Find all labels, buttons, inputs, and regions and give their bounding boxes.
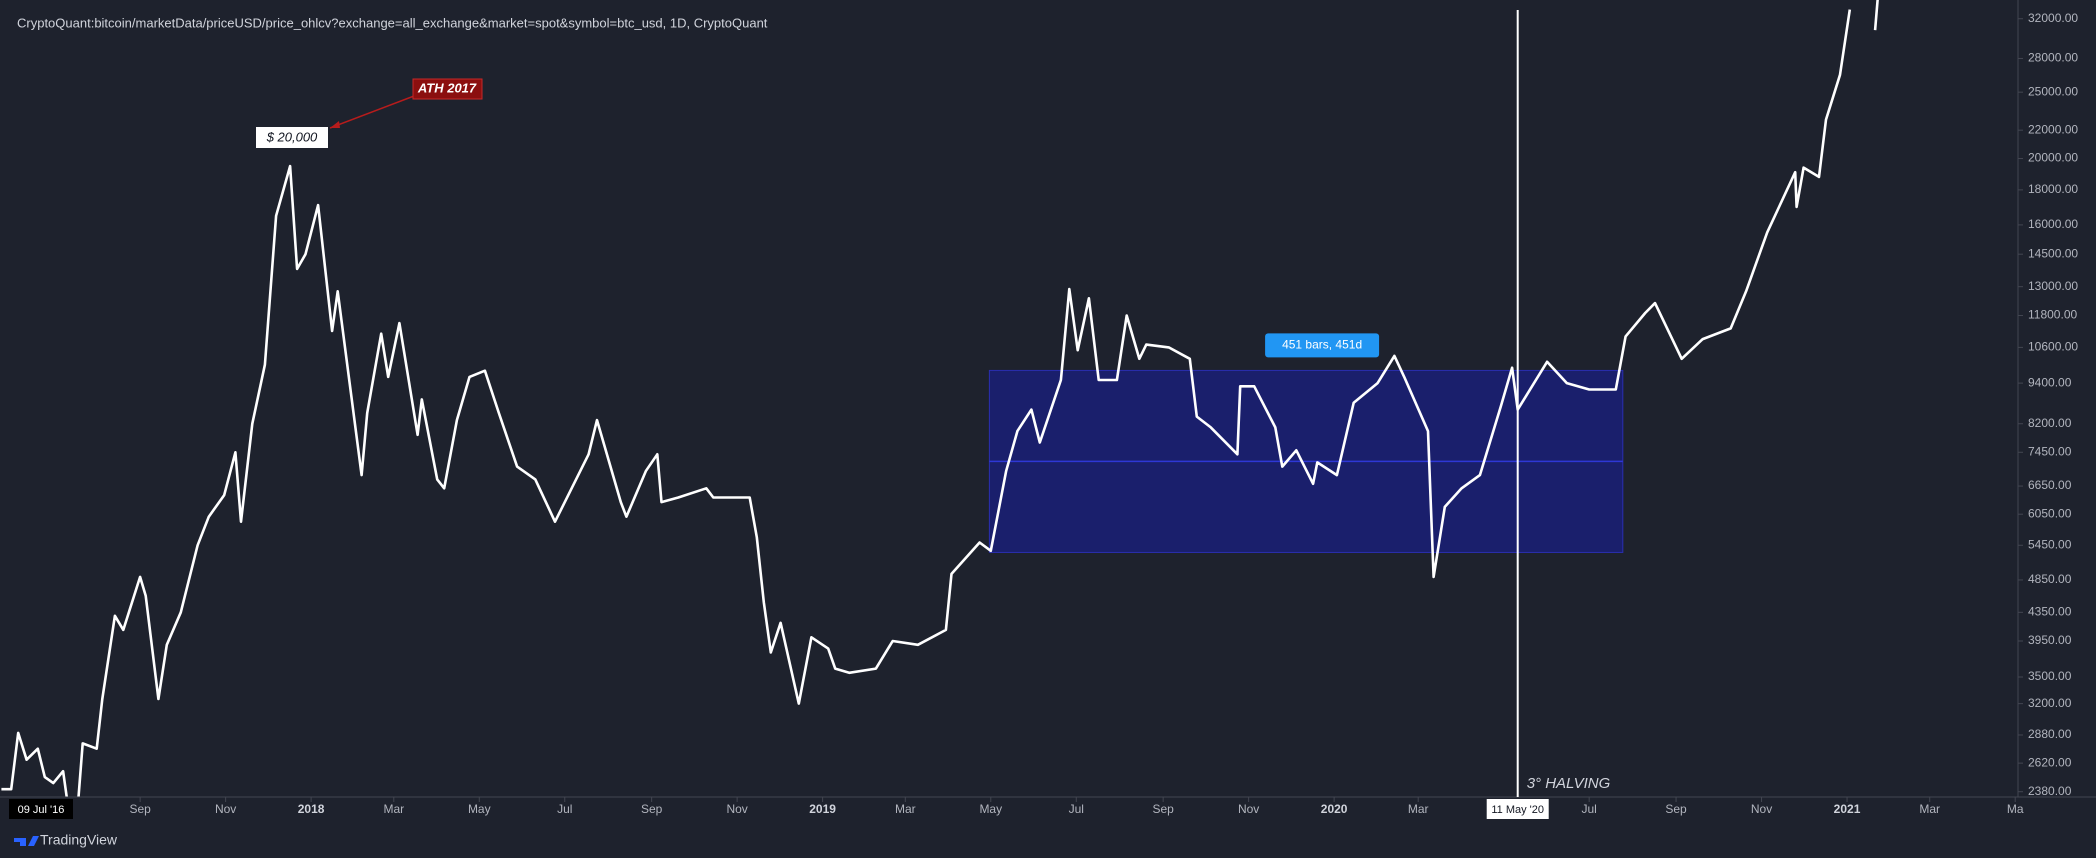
ath-arrowhead (330, 121, 340, 128)
ath-price-label: $ 20,000 (266, 129, 318, 144)
range-label-box (1265, 333, 1380, 358)
ath-label-box (412, 78, 483, 100)
x-tick-label: Nov (726, 802, 747, 816)
y-tick-label: 14500.00 (2028, 246, 2078, 260)
start-date-box (9, 799, 73, 819)
x-tick-label: 2018 (298, 802, 325, 816)
y-tick-label: 7450.00 (2028, 444, 2072, 458)
x-tick-label: Nov (1238, 802, 1259, 816)
x-tick-label: Jul (1582, 802, 1597, 816)
start-date-label: 09 Jul '16 (18, 804, 65, 816)
y-tick-label: 6650.00 (2028, 478, 2072, 492)
y-tick-label: 11800.00 (2028, 308, 2077, 322)
y-tick-label: 6050.00 (2028, 506, 2072, 520)
x-tick-label: Sep (129, 802, 151, 816)
y-tick-label: 4350.00 (2028, 604, 2072, 618)
footer: TradingView (40, 832, 118, 848)
y-tick-label: 5450.00 (2028, 537, 2072, 551)
halving-date-box (1486, 799, 1549, 819)
y-tick-label: 3200.00 (2028, 696, 2072, 710)
ath-arrow (329, 95, 415, 129)
y-tick-label: 2880.00 (2028, 727, 2072, 741)
x-tick-label: Sep (1665, 802, 1687, 816)
x-tick-label: Jul (1069, 802, 1084, 816)
x-tick-label: Sep (641, 802, 663, 816)
y-tick-label: 16000.00 (2028, 217, 2078, 231)
x-tick-label: Nov (1751, 802, 1772, 816)
price-line (1, 0, 1879, 797)
y-tick-label: 18000.00 (2028, 182, 2078, 196)
x-tick-label: Mar (1919, 802, 1940, 816)
halving-date-label: 11 May '20 (1491, 804, 1544, 816)
y-tick-label: 20000.00 (2028, 151, 2078, 165)
y-tick-label: 25000.00 (2028, 84, 2078, 98)
y-tick-label: 3950.00 (2028, 633, 2072, 647)
y-tick-label: 28000.00 (2028, 51, 2078, 65)
x-tick-label: Mar (383, 802, 404, 816)
y-tick-label: 10600.00 (2028, 340, 2078, 354)
header: CryptoQuant:bitcoin/marketData/priceUSD/… (17, 15, 768, 30)
y-tick-label: 4850.00 (2028, 572, 2072, 586)
y-tick-label: 2380.00 (2028, 784, 2072, 798)
x-tick-label: Mar (895, 802, 916, 816)
x-tick-label: May (979, 802, 1002, 816)
y-tick-label: 8200.00 (2028, 416, 2072, 430)
x-tick-label: Sep (1152, 802, 1174, 816)
x-tick-label: 2019 (809, 802, 836, 816)
y-tick-label: 13000.00 (2028, 279, 2078, 293)
ath-price-box (256, 127, 328, 148)
x-tick-label: 2020 (1321, 802, 1348, 816)
y-tick-label: 9400.00 (2028, 375, 2072, 389)
y-tick-label: 32000.00 (2028, 11, 2078, 25)
x-tick-label: May (468, 802, 491, 816)
ath-label: ATH 2017 (417, 80, 477, 95)
x-tick-label: Jul (557, 802, 572, 816)
x-tick-label: Ma (2007, 802, 2024, 816)
logo: TradingView (14, 832, 118, 848)
y-tick-label: 22000.00 (2028, 122, 2078, 136)
x-tick-label: Mar (1408, 802, 1429, 816)
x-tick-label: Nov (215, 802, 236, 816)
range-label: 451 bars, 451d (1282, 338, 1362, 352)
y-tick-label: 3500.00 (2028, 669, 2072, 683)
x-tick-label: 2021 (1834, 802, 1861, 816)
halving-label: 3° HALVING (1527, 775, 1611, 792)
y-tick-label: 2620.00 (2028, 755, 2072, 769)
